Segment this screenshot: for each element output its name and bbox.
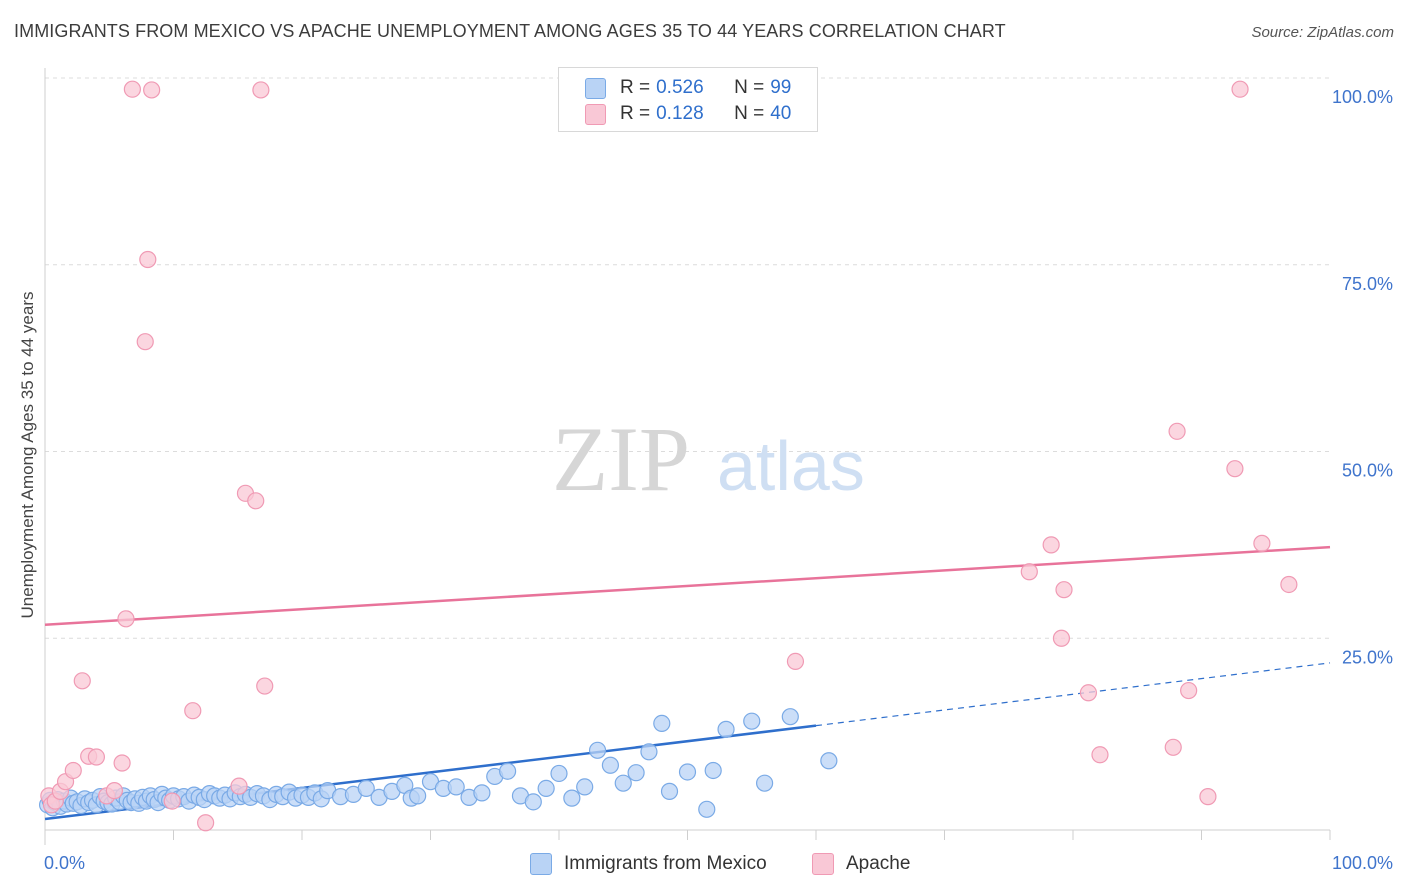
legend-label: Immigrants from Mexico xyxy=(564,853,767,874)
point-mexico xyxy=(447,778,465,796)
series-immigrants-from-mexico xyxy=(38,708,838,818)
watermark-zip: ZIP xyxy=(552,408,690,510)
point-apache xyxy=(252,81,270,99)
point-apache xyxy=(143,81,161,99)
r-label: R = xyxy=(620,103,651,124)
axes xyxy=(44,68,1331,845)
point-apache xyxy=(1164,738,1182,756)
point-apache xyxy=(1226,460,1244,478)
n-label: N = xyxy=(734,77,765,98)
point-mexico xyxy=(473,784,491,802)
point-apache xyxy=(1055,581,1073,599)
r-value: 0.526 xyxy=(656,77,704,98)
watermark-atlas: atlas xyxy=(717,427,865,505)
y-tick-label: 100.0% xyxy=(1332,87,1393,107)
series-apache xyxy=(40,80,1298,832)
point-apache xyxy=(1052,629,1071,647)
point-apache xyxy=(247,492,265,510)
point-apache xyxy=(73,672,91,690)
point-mexico xyxy=(781,708,799,726)
legend-item-apache: Apache xyxy=(812,852,910,876)
n-value: 99 xyxy=(770,77,792,98)
point-apache xyxy=(1231,80,1249,98)
gridlines xyxy=(45,77,1330,639)
point-apache xyxy=(1280,575,1298,594)
trendline-apache xyxy=(44,545,1331,627)
legend-swatch-pink xyxy=(812,853,834,875)
point-apache xyxy=(1042,536,1060,554)
point-mexico xyxy=(537,779,555,797)
r-label: R = xyxy=(620,77,651,98)
point-apache xyxy=(230,777,248,795)
point-apache xyxy=(1091,746,1109,764)
point-apache xyxy=(139,250,157,269)
point-mexico xyxy=(601,756,620,774)
point-apache xyxy=(123,80,141,98)
point-mexico xyxy=(678,763,697,781)
point-apache xyxy=(87,748,106,766)
legend-row-apache: R = 0.128 N = 40 xyxy=(585,102,791,126)
point-mexico xyxy=(499,762,517,780)
point-apache xyxy=(256,677,274,695)
point-mexico xyxy=(627,764,645,782)
point-apache xyxy=(113,754,131,772)
n-value: 40 xyxy=(770,103,792,124)
source-label: Source: ZipAtlas.com xyxy=(1251,24,1394,41)
point-mexico xyxy=(704,761,722,780)
point-mexico xyxy=(550,764,568,783)
point-apache xyxy=(64,761,82,780)
point-mexico xyxy=(576,778,594,796)
point-mexico xyxy=(698,800,716,818)
point-apache xyxy=(1253,534,1271,552)
y-axis-label: Unemployment Among Ages 35 to 44 years xyxy=(18,291,37,619)
point-mexico xyxy=(588,741,607,759)
r-value: 0.128 xyxy=(656,103,704,124)
legend-swatch-blue xyxy=(585,77,606,99)
point-mexico xyxy=(640,743,658,761)
point-mexico xyxy=(717,720,735,738)
point-mexico xyxy=(357,779,375,797)
point-apache xyxy=(184,702,202,720)
legend-swatch-pink xyxy=(585,103,606,125)
legend-label: Apache xyxy=(846,853,911,874)
point-apache xyxy=(197,814,215,832)
chart-title: IMMIGRANTS FROM MEXICO VS APACHE UNEMPLO… xyxy=(14,21,1006,41)
x-tick-label: 0.0% xyxy=(44,853,85,873)
point-mexico xyxy=(743,712,761,730)
point-mexico xyxy=(524,793,542,811)
legend-swatch-blue xyxy=(530,853,552,875)
point-apache xyxy=(1199,788,1217,806)
point-apache xyxy=(1168,422,1186,440)
point-apache xyxy=(105,782,123,800)
point-mexico xyxy=(653,714,671,733)
point-mexico xyxy=(409,787,427,805)
point-apache xyxy=(786,652,805,671)
point-apache xyxy=(1180,681,1198,700)
y-tick-label: 50.0% xyxy=(1342,461,1393,481)
point-mexico xyxy=(820,752,838,770)
point-apache xyxy=(1079,684,1098,702)
legend-item-mexico: Immigrants from Mexico xyxy=(530,852,767,876)
legend-row-mexico: R = 0.526 N = 99 xyxy=(585,76,791,100)
x-tick-label: 100.0% xyxy=(1332,853,1393,873)
y-tick-label: 25.0% xyxy=(1342,647,1393,667)
stats-legend: R = 0.526 N = 99 R = 0.128 N = 40 xyxy=(558,67,818,132)
point-apache xyxy=(163,792,181,810)
point-mexico xyxy=(563,789,581,807)
point-mexico xyxy=(755,774,774,792)
point-apache xyxy=(136,333,154,351)
tick-labels: 25.0% 50.0% 75.0% 100.0% 0.0% 100.0% xyxy=(44,87,1393,873)
n-label: N = xyxy=(734,103,765,124)
y-axis-label-wrap: Unemployment Among Ages 35 to 44 years xyxy=(18,292,38,619)
y-tick-label: 75.0% xyxy=(1342,274,1393,294)
point-apache xyxy=(1020,563,1038,581)
trendline-mexico-extension xyxy=(815,662,1331,727)
point-mexico xyxy=(660,782,679,800)
point-apache xyxy=(117,610,135,628)
point-mexico xyxy=(614,774,632,792)
